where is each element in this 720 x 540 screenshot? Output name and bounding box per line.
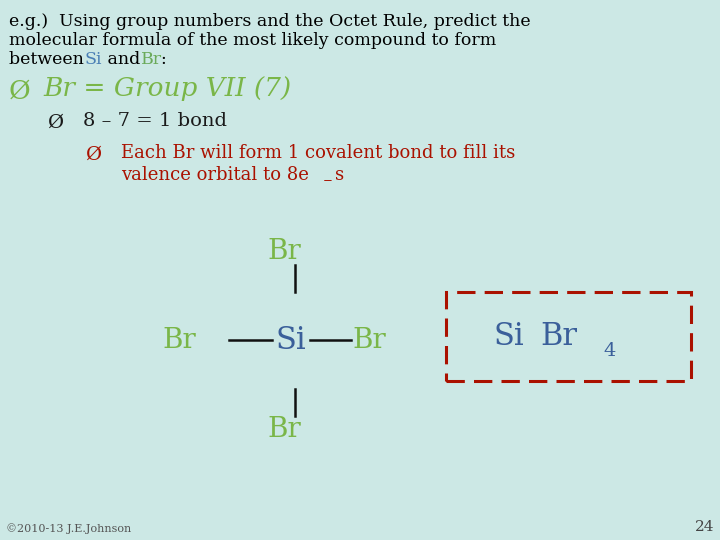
Text: and: and bbox=[102, 51, 146, 68]
Text: Ø: Ø bbox=[47, 113, 63, 131]
Text: Ø: Ø bbox=[9, 78, 30, 103]
Text: ©2010-13 J.E.Johnson: ©2010-13 J.E.Johnson bbox=[6, 523, 131, 534]
Text: 4: 4 bbox=[603, 342, 616, 360]
Text: 8 – 7 = 1 bond: 8 – 7 = 1 bond bbox=[83, 112, 227, 130]
Text: molecular formula of the most likely compound to form: molecular formula of the most likely com… bbox=[9, 32, 496, 49]
Text: Br: Br bbox=[353, 327, 387, 354]
Text: Si: Si bbox=[493, 321, 524, 352]
Text: Br = Group VII (7): Br = Group VII (7) bbox=[43, 76, 292, 100]
Text: :: : bbox=[160, 51, 166, 68]
Text: between: between bbox=[9, 51, 89, 68]
Text: Si: Si bbox=[275, 325, 306, 356]
Text: 24: 24 bbox=[695, 519, 714, 534]
Text: s: s bbox=[335, 166, 344, 184]
Text: Br: Br bbox=[162, 327, 196, 354]
Text: Br: Br bbox=[268, 238, 302, 265]
Text: Si: Si bbox=[85, 51, 102, 68]
Text: Ø: Ø bbox=[85, 146, 101, 164]
Text: Br: Br bbox=[141, 51, 162, 68]
Text: −: − bbox=[323, 173, 333, 186]
FancyBboxPatch shape bbox=[446, 292, 691, 381]
Text: Each Br will form 1 covalent bond to fill its: Each Br will form 1 covalent bond to fil… bbox=[121, 144, 516, 162]
Text: e.g.)  Using group numbers and the Octet Rule, predict the: e.g.) Using group numbers and the Octet … bbox=[9, 14, 530, 30]
Text: Br: Br bbox=[268, 416, 302, 443]
Text: Br: Br bbox=[540, 321, 577, 352]
Text: valence orbital to 8e: valence orbital to 8e bbox=[121, 166, 309, 184]
